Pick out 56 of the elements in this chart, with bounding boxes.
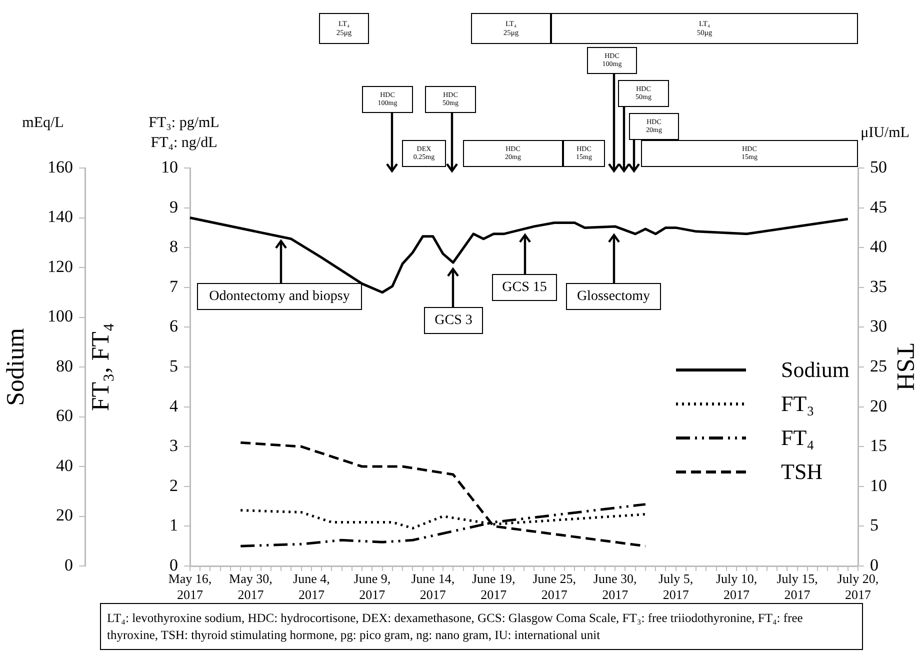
y2-tick-label: 15 bbox=[870, 436, 887, 456]
x-tick-label: June 9, 2017 bbox=[354, 571, 391, 602]
annotation: GCS 15 bbox=[492, 274, 557, 301]
y3-tick-label: 160 bbox=[48, 157, 73, 176]
y-tick-label: 5 bbox=[170, 356, 178, 376]
y2-tick-label: 50 bbox=[870, 157, 887, 176]
y2-tick-label: 20 bbox=[870, 396, 887, 416]
annotation: GCS 3 bbox=[424, 307, 483, 334]
y-tick-label: 7 bbox=[170, 276, 178, 296]
x-tick-label: June 25, 2017 bbox=[532, 571, 576, 602]
x-tick-label: May 30, 2017 bbox=[229, 571, 272, 602]
y3-tick-label: 140 bbox=[48, 207, 73, 226]
y3-tick-label: 80 bbox=[56, 356, 73, 376]
text: μIU/mL bbox=[860, 124, 910, 143]
y3-tick-label: 100 bbox=[48, 306, 73, 326]
y-tick-label: 1 bbox=[170, 516, 178, 535]
annotation: Glossectomy bbox=[566, 283, 661, 310]
legend-label: Sodium bbox=[781, 357, 850, 383]
annotation: Odontectomy and biopsy bbox=[197, 283, 362, 310]
y-tick-label: 8 bbox=[170, 237, 178, 256]
y-tick-label: 10 bbox=[161, 157, 178, 176]
y-tick-label: 3 bbox=[170, 436, 178, 456]
x-tick-label: July 15, 2017 bbox=[776, 571, 818, 602]
y-axis-title: FT₃, FT₄ bbox=[88, 322, 115, 412]
x-tick-label: June 14, 2017 bbox=[411, 571, 455, 602]
y3-tick-label: 60 bbox=[56, 406, 73, 426]
y3-axis-title: Sodium bbox=[2, 328, 30, 406]
text: LT₄: levothyroxine sodium, HDC: hydrocortisone, DEX: dexamethasone, GCS: Glasgow Coma Scale, FT₃: free triiodothyronine, FT₄: free thyroxine, TSH: thyroid stimulating hormone, pg: pico gram, ng: nano gram, IU: international unit bbox=[100, 603, 863, 650]
line-series bbox=[239, 441, 647, 548]
y2-tick-label: 40 bbox=[870, 237, 887, 256]
y-tick-label: 6 bbox=[170, 316, 178, 336]
legend-label: TSH bbox=[781, 459, 823, 485]
y2-tick-label: 35 bbox=[870, 276, 887, 296]
text: FT₄: ng/dL bbox=[150, 134, 218, 153]
legend-label: FT₄ bbox=[781, 425, 814, 451]
x-tick-label: June 4, 2017 bbox=[293, 571, 330, 602]
y3-tick-label: 120 bbox=[48, 256, 73, 276]
y2-tick-label: 30 bbox=[870, 316, 887, 336]
y2-tick-label: 45 bbox=[870, 197, 887, 216]
y-tick-label: 9 bbox=[170, 197, 178, 216]
legend-label: FT₃ bbox=[781, 391, 814, 417]
x-tick-label: June 19, 2017 bbox=[472, 571, 516, 602]
y3-tick-label: 40 bbox=[56, 456, 73, 475]
y2-axis-title: TSH bbox=[891, 343, 918, 391]
y3-tick-label: 20 bbox=[56, 506, 73, 525]
text: mEq/L bbox=[21, 114, 65, 133]
y2-tick-label: 10 bbox=[870, 476, 887, 495]
x-tick-label: June 30, 2017 bbox=[593, 571, 637, 602]
text: FT₃: pg/mL bbox=[148, 114, 220, 133]
y2-tick-label: 5 bbox=[870, 516, 878, 535]
x-tick-label: July 10, 2017 bbox=[716, 571, 758, 602]
y-tick-label: 2 bbox=[170, 476, 178, 495]
y-tick-label: 4 bbox=[170, 396, 178, 416]
x-tick-label: July 5, 2017 bbox=[658, 571, 694, 602]
y3-tick-label: 0 bbox=[64, 555, 73, 574]
y2-tick-label: 25 bbox=[870, 356, 887, 376]
